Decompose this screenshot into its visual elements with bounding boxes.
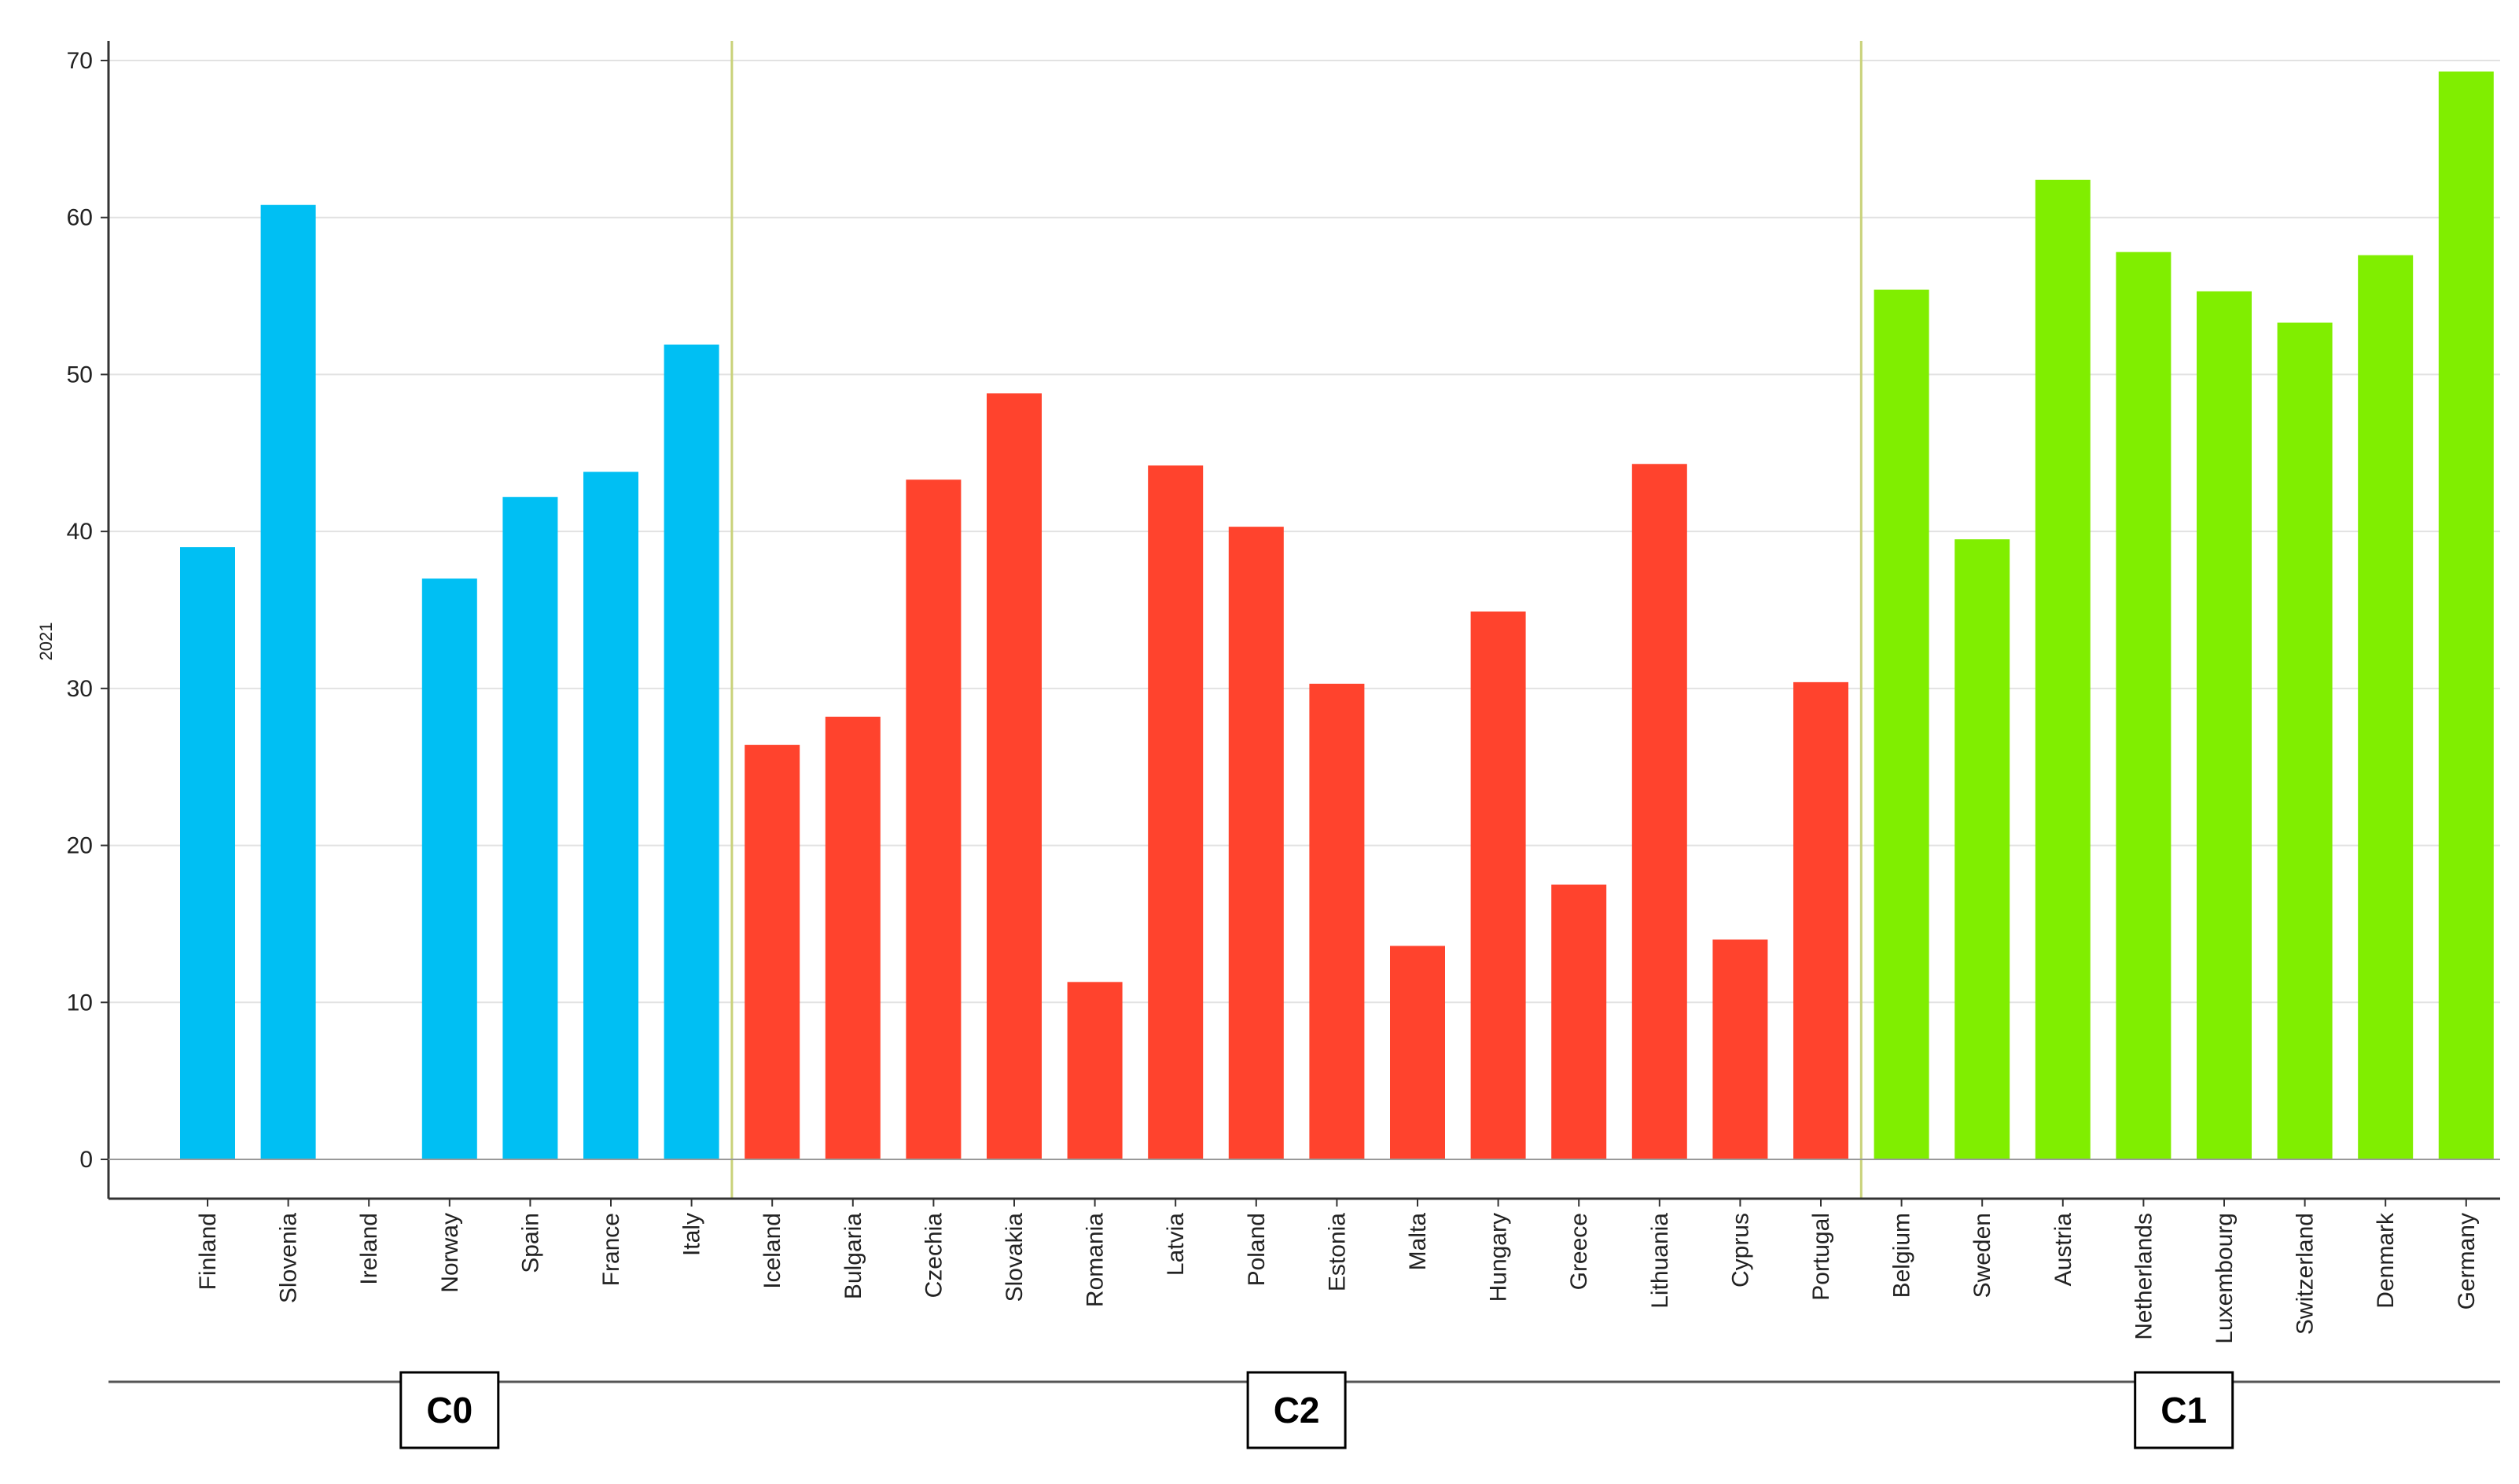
cluster-label-c2: C2 [1274, 1390, 1320, 1431]
x-tick-label-estonia: Estonia [1324, 1213, 1350, 1291]
bars [180, 71, 2494, 1160]
x-tick-label-sweden: Sweden [1969, 1213, 1995, 1298]
bar-hungary [1470, 611, 1526, 1159]
bar-czechia [906, 479, 962, 1159]
x-tick-label-czechia: Czechia [921, 1213, 947, 1298]
bar-norway [421, 579, 477, 1159]
y-tick-label-50: 50 [67, 362, 93, 388]
bar-france [583, 472, 638, 1159]
y-tick-label-0: 0 [79, 1147, 93, 1173]
x-tick-label-slovakia: Slovakia [1002, 1213, 1028, 1302]
bar-luxembourg [2197, 291, 2252, 1160]
bar-belgium [1874, 289, 1929, 1159]
x-tick-label-finland: Finland [195, 1213, 221, 1290]
bar-estonia [1309, 683, 1365, 1159]
y-tick-label-70: 70 [67, 48, 93, 74]
bar-malta [1390, 946, 1445, 1159]
bar-slovakia [987, 393, 1042, 1159]
x-tick-label-netherlands: Netherlands [2131, 1213, 2157, 1340]
bar-poland [1228, 527, 1284, 1159]
bar-greece [1551, 884, 1607, 1159]
bar-latvia [1148, 465, 1204, 1159]
x-tick-label-greece: Greece [1566, 1213, 1592, 1290]
y-tick-label-40: 40 [67, 519, 93, 545]
bar-denmark [2358, 255, 2414, 1159]
cluster-box-c1 [2134, 1371, 2234, 1449]
bar-iceland [745, 744, 800, 1159]
x-tick-label-romania: Romania [1083, 1213, 1109, 1307]
x-tick-label-france: France [598, 1213, 624, 1286]
y-tick-label-20: 20 [67, 833, 93, 859]
bar-netherlands [2116, 252, 2171, 1160]
x-tick-label-malta: Malta [1405, 1213, 1431, 1271]
bar-switzerland [2277, 322, 2333, 1160]
x-tick-label-ireland: Ireland [356, 1213, 382, 1285]
x-tick-label-hungary: Hungary [1486, 1213, 1512, 1302]
cluster-label-c1: C1 [2160, 1390, 2207, 1431]
axes: 0 10 20 30 40 50 60 70 [67, 41, 2500, 1207]
x-tick-label-luxembourg: Luxembourg [2212, 1213, 2238, 1344]
x-tick-label-belgium: Belgium [1889, 1213, 1915, 1298]
cluster-separators [730, 41, 1863, 1199]
y-tick-label-60: 60 [67, 205, 93, 231]
x-tick-label-lithuania: Lithuania [1647, 1213, 1673, 1309]
x-tick-label-switzerland: Switzerland [2293, 1213, 2319, 1335]
x-tick-label-spain: Spain [517, 1213, 543, 1273]
x-tick-label-poland: Poland [1244, 1213, 1270, 1286]
bar-bulgaria [825, 716, 881, 1159]
bar-cyprus [1712, 939, 1768, 1159]
bar-spain [502, 497, 558, 1159]
x-tick-label-denmark: Denmark [2373, 1212, 2399, 1309]
y-tick-label-10: 10 [67, 990, 93, 1016]
bar-portugal [1793, 681, 1848, 1159]
x-tick-label-italy: Italy [679, 1213, 705, 1256]
cluster-labels: C0 C2 C1 [108, 1371, 2500, 1449]
x-tick-label-germany: Germany [2454, 1213, 2480, 1310]
bar-romania [1067, 982, 1123, 1159]
x-tick-label-bulgaria: Bulgaria [840, 1213, 866, 1299]
y-axis-title: 2021 [36, 623, 56, 661]
bar-sweden [1955, 539, 2010, 1159]
category-labels: Finland Slovenia Ireland Norway Spain France I… [195, 1212, 2480, 1344]
bar-finland [180, 547, 235, 1159]
x-tick-label-norway: Norway [437, 1213, 463, 1293]
bar-germany [2438, 71, 2494, 1160]
bar-austria [2035, 179, 2091, 1160]
y-tick-label-30: 30 [67, 676, 93, 702]
x-tick-label-cyprus: Cyprus [1727, 1213, 1753, 1287]
cluster-box-c0 [399, 1371, 500, 1449]
cluster-label-c0: C0 [426, 1390, 473, 1431]
bar-lithuania [1631, 464, 1687, 1159]
cluster-box-c2 [1246, 1371, 1347, 1449]
x-tick-label-portugal: Portugal [1808, 1213, 1834, 1301]
x-tick-label-latvia: Latvia [1163, 1213, 1189, 1276]
x-tick-label-austria: Austria [2050, 1213, 2076, 1287]
bar-slovenia [260, 204, 316, 1159]
x-tick-label-slovenia: Slovenia [276, 1213, 302, 1303]
x-tick-label-iceland: Iceland [759, 1213, 785, 1289]
bar-italy [664, 344, 719, 1159]
